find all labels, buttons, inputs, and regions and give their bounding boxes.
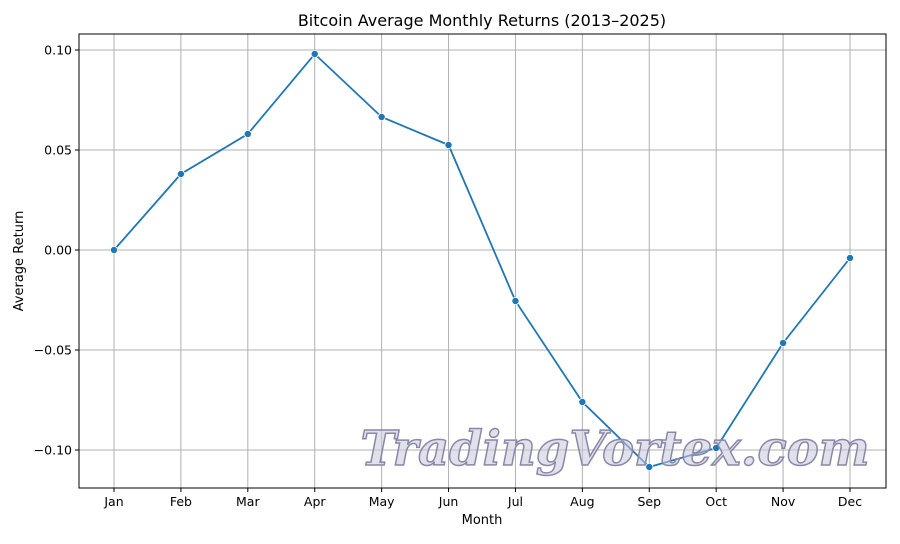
y-axis-label: Average Return xyxy=(12,211,27,312)
plot-frame xyxy=(78,33,887,489)
y-tick-label: 0.00 xyxy=(44,243,72,258)
grid xyxy=(79,34,886,488)
data-point xyxy=(110,245,119,254)
x-tick-label: Dec xyxy=(838,494,862,509)
x-tick-label: Apr xyxy=(304,494,326,509)
data-point xyxy=(511,296,520,305)
x-tick-label: Oct xyxy=(705,494,727,509)
y-tick-label: 0.10 xyxy=(44,43,72,58)
y-axis: 0.10 0.05 0.00 −0.05 −0.10 xyxy=(34,43,79,458)
x-axis: Jan Feb Mar Apr May Jun Jul Aug Sep Oct Nov Dec xyxy=(103,488,862,509)
data-point xyxy=(645,462,654,471)
y-tick-label: −0.05 xyxy=(34,343,72,358)
data-point xyxy=(846,253,855,262)
data-point xyxy=(578,397,587,406)
data-point xyxy=(310,50,319,59)
chart-title: Bitcoin Average Monthly Returns (2013–20… xyxy=(298,11,666,30)
watermark-logo: TradingVortex.com xyxy=(360,421,869,477)
data-point xyxy=(243,129,252,138)
data-point xyxy=(712,443,721,452)
x-tick-label: Aug xyxy=(570,494,594,509)
data-point xyxy=(779,338,788,347)
x-tick-label: Jul xyxy=(507,494,523,509)
x-axis-label: Month xyxy=(462,513,503,528)
x-tick-label: Mar xyxy=(236,494,260,509)
data-point xyxy=(444,140,453,149)
data-point xyxy=(377,113,386,122)
series-line xyxy=(110,50,855,471)
x-tick-label: Nov xyxy=(771,494,796,509)
x-tick-label: Sep xyxy=(637,494,661,509)
data-point xyxy=(176,169,185,178)
x-tick-label: Feb xyxy=(170,494,192,509)
series-path xyxy=(113,52,851,469)
x-tick-label: Jun xyxy=(438,494,459,509)
y-tick-label: −0.10 xyxy=(34,443,72,458)
y-tick-label: 0.05 xyxy=(44,143,72,158)
x-tick-label: Jan xyxy=(103,494,123,509)
x-tick-label: May xyxy=(369,494,395,509)
